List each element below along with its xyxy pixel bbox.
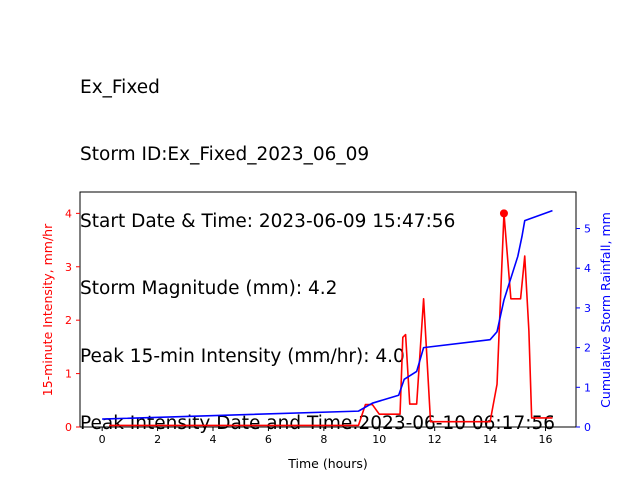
x-tick-label: 14 xyxy=(483,433,497,446)
intensity-line xyxy=(109,212,553,427)
left-y-tick-label: 0 xyxy=(65,421,72,434)
x-axis-label: Time (hours) xyxy=(287,456,367,471)
x-tick-label: 0 xyxy=(99,433,106,446)
left-y-tick-label: 2 xyxy=(65,314,72,327)
right-y-tick-label: 1 xyxy=(584,381,591,394)
cumulative-rainfall-line xyxy=(102,209,553,420)
right-y-tick-label: 4 xyxy=(584,262,591,275)
right-y-axis-label: Cumulative Storm Rainfall, mm xyxy=(598,212,613,408)
x-tick-label: 6 xyxy=(265,433,272,446)
x-tick-label: 10 xyxy=(372,433,386,446)
x-tick-label: 4 xyxy=(210,433,217,446)
x-tick-label: 8 xyxy=(320,433,327,446)
chart-title-block: Ex_Fixed Storm ID:Ex_Fixed_2023_06_09 St… xyxy=(80,32,555,458)
left-y-axis-label: 15-minute Intensity, mm/hr xyxy=(40,223,55,396)
title-line-storm-id: Storm ID:Ex_Fixed_2023_06_09 xyxy=(80,144,370,166)
x-tick-label: 12 xyxy=(428,433,442,446)
plot-frame xyxy=(79,191,577,428)
right-y-tick-label: 5 xyxy=(584,223,591,236)
title-line-name: Ex_Fixed xyxy=(80,76,160,98)
left-y-tick-label: 1 xyxy=(65,368,72,381)
left-y-tick-label: 4 xyxy=(65,207,72,220)
title-line-magnitude: Storm Magnitude (mm): 4.2 xyxy=(80,278,338,300)
right-y-tick-label: 0 xyxy=(584,421,591,434)
left-y-tick-label: 3 xyxy=(65,261,72,274)
data-layer xyxy=(102,209,553,427)
title-line-start: Start Date & Time: 2023-06-09 15:47:56 xyxy=(80,211,456,233)
right-y-tick-label: 3 xyxy=(584,302,591,315)
x-tick-label: 16 xyxy=(539,433,553,446)
peak-intensity-marker xyxy=(499,209,508,218)
title-line-peak-intensity: Peak 15-min Intensity (mm/hr): 4.0 xyxy=(80,345,405,367)
x-tick-label: 2 xyxy=(154,433,161,446)
right-y-tick-label: 2 xyxy=(584,342,591,355)
